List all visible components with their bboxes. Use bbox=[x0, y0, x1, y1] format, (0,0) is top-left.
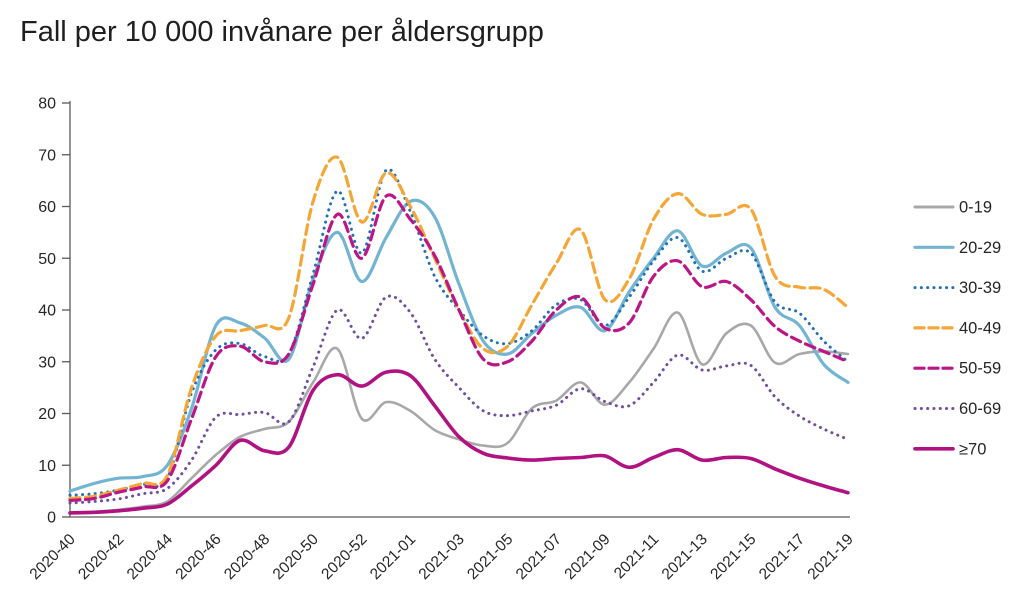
legend-label-20-29: 20-29 bbox=[959, 239, 1001, 257]
y-tick-label: 40 bbox=[38, 303, 56, 320]
x-tick-label: 2021-11 bbox=[611, 531, 662, 582]
x-tick-label: 2020-50 bbox=[270, 531, 323, 584]
x-tick-label: 2021-17 bbox=[756, 531, 808, 583]
series-line-0-19 bbox=[68, 311, 850, 514]
series-line-40-49 bbox=[68, 155, 850, 500]
x-tick-label: 2020-48 bbox=[221, 531, 273, 583]
x-tick-label: 2020-46 bbox=[172, 531, 224, 583]
x-tick-label: 2021-15 bbox=[707, 531, 759, 583]
x-tick-label: 2021-01 bbox=[367, 531, 419, 583]
y-tick-label: 60 bbox=[38, 199, 56, 216]
y-tick-label: 0 bbox=[47, 510, 56, 527]
y-tick-label: 80 bbox=[38, 96, 56, 113]
x-tick-label: 2021-03 bbox=[416, 531, 468, 583]
x-tick-label: 2021-09 bbox=[561, 531, 613, 583]
x-tick-label: 2020-42 bbox=[75, 531, 127, 583]
y-tick-label: 10 bbox=[38, 458, 56, 475]
x-tick-label: 2020-52 bbox=[318, 531, 370, 583]
y-tick-label: 70 bbox=[38, 147, 56, 164]
legend-label-50-59: 50-59 bbox=[959, 360, 1001, 378]
legend-label-40-49: 40-49 bbox=[959, 319, 1001, 337]
legend-label-60-69: 60-69 bbox=[959, 400, 1001, 418]
legend-label-ge70: ≥70 bbox=[959, 440, 986, 458]
legend-label-0-19: 0-19 bbox=[959, 199, 992, 217]
series-line-30-39 bbox=[68, 167, 850, 497]
legend-label-30-39: 30-39 bbox=[959, 279, 1001, 297]
y-tick-label: 30 bbox=[38, 354, 56, 371]
x-tick-label: 2020-44 bbox=[124, 531, 177, 584]
chart-title: Fall per 10 000 invånare per åldersgrupp bbox=[20, 16, 544, 48]
series-line-50-59 bbox=[68, 193, 850, 502]
y-tick-label: 20 bbox=[38, 406, 56, 423]
series-line-20-29 bbox=[68, 198, 850, 493]
x-tick-label: 2021-07 bbox=[513, 531, 565, 583]
x-tick-label: 2021-05 bbox=[464, 531, 516, 583]
x-tick-label: 2021-19 bbox=[805, 531, 857, 583]
x-tick-label: 2021-13 bbox=[659, 531, 711, 583]
y-tick-label: 50 bbox=[38, 251, 56, 268]
series-line-60-69 bbox=[68, 294, 850, 505]
series-line-ge70 bbox=[68, 369, 850, 515]
x-tick-label: 2020-40 bbox=[27, 531, 80, 584]
